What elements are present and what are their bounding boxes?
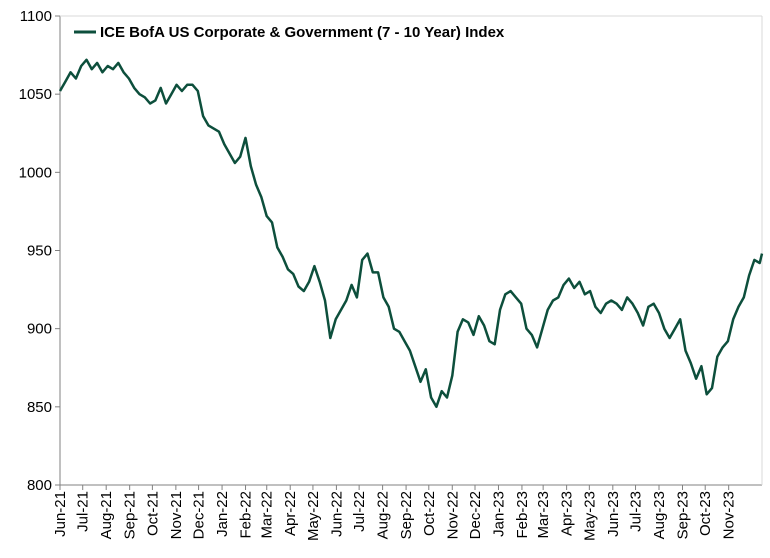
x-tick-label: Oct-23: [697, 491, 714, 536]
legend-label: ICE BofA US Corporate & Government (7 - …: [100, 24, 505, 41]
x-tick-label: Nov-22: [444, 491, 461, 539]
x-tick-label: Jul-23: [628, 491, 645, 532]
y-tick-label: 900: [27, 321, 52, 338]
x-tick-label: Jun-22: [328, 491, 345, 537]
y-tick-label: 950: [27, 243, 52, 260]
x-tick-label: Jun-21: [52, 491, 69, 537]
x-tick-label: Apr-23: [559, 491, 576, 536]
x-tick-label: Sep-23: [674, 491, 691, 539]
x-tick-label: Apr-22: [282, 491, 299, 536]
x-tick-label: Aug-22: [375, 491, 392, 539]
x-tick-label: Jul-22: [351, 491, 368, 532]
y-tick-label: 850: [27, 399, 52, 416]
x-tick-label: Feb-22: [238, 491, 255, 539]
x-tick-label: May-23: [581, 491, 598, 541]
x-tick-label: Mar-22: [259, 491, 276, 539]
x-tick-label: Nov-23: [721, 491, 738, 539]
x-axis-ticks: Jun-21 Jul-21 Aug-21 Sep-21 Oct-21 Nov-21 Dec-…: [52, 485, 738, 541]
chart-legend: ICE BofA US Corporate & Government (7 - …: [74, 24, 505, 41]
x-tick-label: Dec-22: [467, 491, 484, 539]
x-tick-label: Jun-23: [605, 491, 622, 537]
y-axis-ticks: 800 850 900 950 1000 1050 1100: [19, 8, 60, 494]
x-tick-label: May-22: [305, 491, 322, 541]
x-tick-label: Feb-23: [514, 491, 531, 539]
x-tick-label: Oct-22: [421, 491, 438, 536]
series-line: [58, 58, 764, 409]
x-tick-label: Nov-21: [168, 491, 185, 539]
y-tick-label: 1050: [19, 86, 52, 103]
x-tick-label: Mar-23: [535, 491, 552, 539]
x-tick-label: Oct-21: [144, 491, 161, 536]
chart-axes: [59, 15, 763, 486]
y-tick-label: 1100: [20, 8, 52, 25]
x-tick-label: Sep-22: [398, 491, 415, 539]
x-tick-label: Dec-21: [191, 491, 208, 539]
x-tick-label: Aug-21: [98, 491, 115, 539]
x-tick-label: Sep-21: [122, 491, 139, 539]
x-tick-label: Aug-23: [651, 491, 668, 539]
x-tick-label: Jan-22: [214, 491, 231, 537]
x-tick-label: Jul-21: [75, 491, 92, 532]
y-tick-label: 800: [27, 477, 52, 494]
series-group: [58, 58, 764, 409]
y-tick-label: 1000: [19, 164, 52, 181]
x-tick-label: Jan-23: [490, 491, 507, 537]
